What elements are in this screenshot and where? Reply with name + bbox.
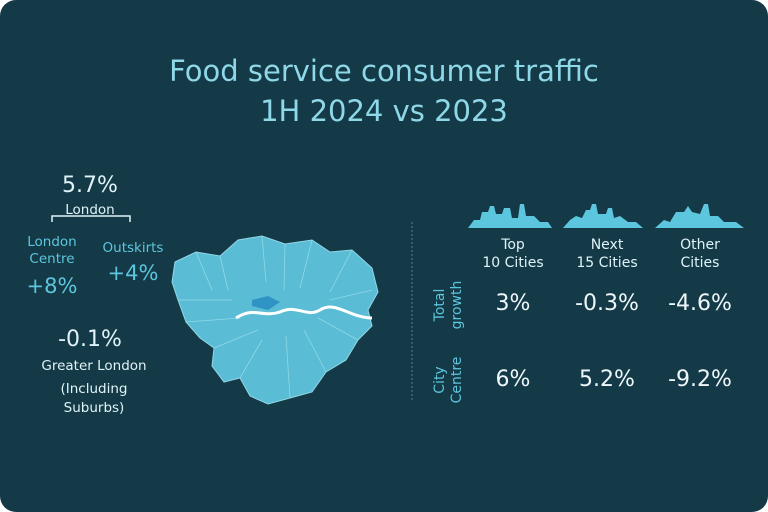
cell-value: -4.6% bbox=[668, 291, 732, 316]
column-header: 10 Cities bbox=[482, 255, 543, 271]
column-header: Cities bbox=[681, 255, 720, 271]
row-label: Total bbox=[432, 289, 448, 323]
centre-value: +8% bbox=[27, 274, 78, 298]
cell-value: -9.2% bbox=[668, 367, 732, 392]
outskirts-label: Outskirts bbox=[103, 240, 164, 256]
centre-label: London bbox=[27, 234, 77, 250]
centre-label: Centre bbox=[29, 251, 74, 267]
london-label: London bbox=[65, 202, 115, 218]
skyline-icons bbox=[468, 204, 744, 228]
row-label: Centre bbox=[449, 357, 465, 404]
column-header: 15 Cities bbox=[576, 255, 637, 271]
title-line: Food service consumer traffic bbox=[169, 54, 599, 88]
london-value: 5.7% bbox=[62, 173, 118, 198]
cell-value: -0.3% bbox=[575, 291, 639, 316]
greater-label: (Including bbox=[61, 381, 128, 397]
column-header: Top bbox=[500, 237, 525, 253]
bracket bbox=[51, 215, 131, 222]
greater-label: Suburbs) bbox=[64, 400, 125, 416]
row-label: growth bbox=[449, 281, 465, 330]
title-line: 1H 2024 vs 2023 bbox=[260, 94, 508, 128]
cell-value: 5.2% bbox=[579, 367, 635, 392]
column-header: Other bbox=[680, 237, 720, 253]
greater-label: Greater London bbox=[41, 358, 146, 374]
london-map bbox=[171, 235, 379, 405]
cell-value: 3% bbox=[496, 291, 531, 316]
greater-value: -0.1% bbox=[58, 327, 122, 352]
outskirts-value: +4% bbox=[108, 261, 159, 285]
column-header: Next bbox=[591, 237, 624, 253]
cell-value: 6% bbox=[496, 367, 531, 392]
row-label: City bbox=[432, 366, 448, 393]
